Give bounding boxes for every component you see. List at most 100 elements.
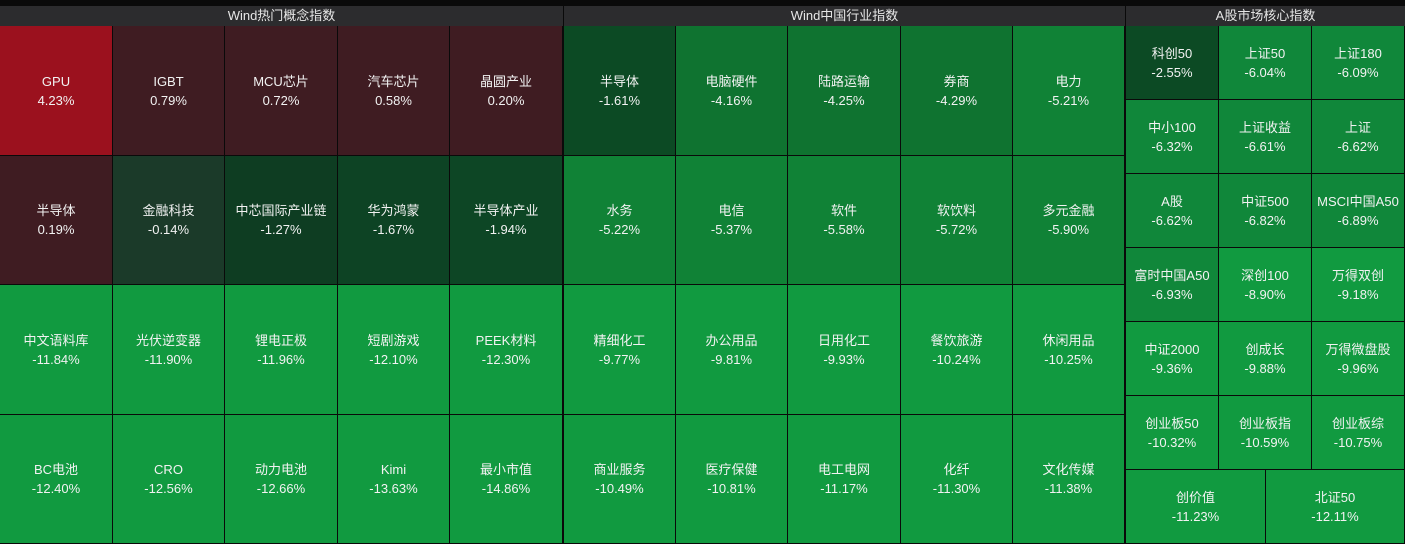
heatmap-tile[interactable]: 商业服务 -10.49%	[564, 415, 676, 544]
heatmap-tile[interactable]: 休闲用品 -10.25%	[1013, 285, 1125, 415]
tile-name: 汽车芯片	[367, 73, 420, 89]
tile-change-pct: -6.09%	[1337, 64, 1379, 80]
tile-name: 创价值	[1175, 489, 1215, 505]
heatmap-tile[interactable]: 动力电池 -12.66%	[225, 415, 338, 544]
heatmap-tile[interactable]: 多元金融 -5.90%	[1013, 156, 1125, 285]
heatmap-tile[interactable]: 中芯国际产业链 -1.27%	[225, 156, 338, 285]
heatmap-tile[interactable]: 北证50 -12.11%	[1266, 470, 1405, 544]
heatmap-tile[interactable]: 陆路运输 -4.25%	[788, 26, 901, 156]
heatmap-tile[interactable]: 精细化工 -9.77%	[564, 285, 676, 415]
tile-name: 短剧游戏	[367, 332, 420, 348]
tile-name: 光伏逆变器	[135, 332, 201, 348]
heatmap-tile[interactable]: 上证收益 -6.61%	[1219, 100, 1312, 174]
heatmap-tile[interactable]: 光伏逆变器 -11.90%	[113, 285, 225, 415]
tile-name: 创业板50	[1145, 415, 1199, 431]
heatmap-tile[interactable]: 办公用品 -9.81%	[676, 285, 788, 415]
tile-change-pct: -12.30%	[481, 351, 531, 367]
heatmap-tile[interactable]: MSCI中国A50 -6.89%	[1312, 174, 1405, 248]
tile-change-pct: -1.27%	[260, 222, 302, 237]
heatmap-tile[interactable]: BC电池 -12.40%	[0, 415, 113, 544]
heatmap-tile[interactable]: 上证 -6.62%	[1312, 100, 1405, 174]
heatmap-tile[interactable]: 创业板综 -10.75%	[1312, 396, 1405, 470]
panel-wind-industry: Wind中国行业指数 半导体 -1.61% 电脑硬件 -4.16% 陆路运输 -4.25%…	[564, 0, 1125, 544]
tile-name: 中芯国际产业链	[235, 203, 327, 218]
tile-name: 日用化工	[817, 332, 870, 348]
tile-name: 软饮料	[936, 203, 976, 218]
heatmap-tile[interactable]: IGBT 0.79%	[113, 26, 225, 156]
heatmap-tile[interactable]: 万得微盘股 -9.96%	[1312, 322, 1405, 396]
heatmap-tile[interactable]: 电力 -5.21%	[1013, 26, 1125, 156]
tile-change-pct: -6.62%	[1337, 138, 1379, 154]
tile-change-pct: 4.23%	[37, 92, 75, 108]
tile-name: 文化传媒	[1042, 462, 1095, 477]
heatmap-tile[interactable]: 创成长 -9.88%	[1219, 322, 1312, 396]
heatmap-tile[interactable]: 券商 -4.29%	[901, 26, 1013, 156]
tile-change-pct: -9.77%	[598, 351, 641, 367]
tile-name: IGBT	[153, 73, 184, 89]
heatmap-tile[interactable]: 创业板指 -10.59%	[1219, 396, 1312, 470]
tile-change-pct: -5.21%	[1047, 92, 1090, 108]
heatmap-tile[interactable]: 华为鸿蒙 -1.67%	[338, 156, 450, 285]
heatmap-tile[interactable]: 深创100 -8.90%	[1219, 248, 1312, 322]
heatmap-tile[interactable]: 上证180 -6.09%	[1312, 26, 1405, 100]
tile-change-pct: -10.81%	[707, 481, 756, 496]
heatmap-tile[interactable]: 创价值 -11.23%	[1126, 470, 1266, 544]
heatmap-tile[interactable]: 创业板50 -10.32%	[1126, 396, 1219, 470]
heatmap-tile[interactable]: 文化传媒 -11.38%	[1013, 415, 1125, 544]
heatmap-tile[interactable]: 半导体 0.19%	[0, 156, 113, 285]
tile-name: 万得双创	[1331, 267, 1384, 283]
heatmap-tile[interactable]: 万得双创 -9.18%	[1312, 248, 1405, 322]
heatmap-tile[interactable]: 电脑硬件 -4.16%	[676, 26, 788, 156]
heatmap-tile[interactable]: 半导体 -1.61%	[564, 26, 676, 156]
heatmap-tile[interactable]: 水务 -5.22%	[564, 156, 676, 285]
heatmap-tile[interactable]: 电信 -5.37%	[676, 156, 788, 285]
heatmap-tile[interactable]: MCU芯片 0.72%	[225, 26, 338, 156]
tile-change-pct: -9.36%	[1151, 360, 1193, 376]
heatmap-tile[interactable]: 中文语料库 -11.84%	[0, 285, 113, 415]
heatmap-tile[interactable]: 富时中国A50 -6.93%	[1126, 248, 1219, 322]
tile-name: 深创100	[1241, 267, 1289, 283]
heatmap-tile[interactable]: CRO -12.56%	[113, 415, 225, 544]
tile-name: 万得微盘股	[1325, 341, 1391, 357]
heatmap-tile[interactable]: 汽车芯片 0.58%	[338, 26, 450, 156]
tile-name: A股	[1161, 193, 1183, 209]
heatmap-tile[interactable]: 短剧游戏 -12.10%	[338, 285, 450, 415]
tile-name: 创业板综	[1331, 415, 1384, 431]
heatmap-tile[interactable]: 日用化工 -9.93%	[788, 285, 901, 415]
heatmap-tile[interactable]: GPU 4.23%	[0, 26, 113, 156]
tile-name: 办公用品	[705, 332, 758, 348]
heatmap-tile[interactable]: 半导体产业 -1.94%	[450, 156, 563, 285]
tile-change-pct: -5.37%	[710, 222, 753, 237]
heatmap-tile[interactable]: 中小100 -6.32%	[1126, 100, 1219, 174]
tile-name: 化纤	[943, 462, 970, 477]
tile-name: 晶圆产业	[479, 73, 532, 89]
heatmap-tile[interactable]: 金融科技 -0.14%	[113, 156, 225, 285]
heatmap-tile[interactable]: 最小市值 -14.86%	[450, 415, 563, 544]
tile-name: 中小100	[1148, 119, 1196, 135]
heatmap-tile[interactable]: 中证500 -6.82%	[1219, 174, 1312, 248]
tile-name: 餐饮旅游	[930, 332, 983, 348]
heatmap-tile[interactable]: 化纤 -11.30%	[901, 415, 1013, 544]
tile-change-pct: -9.96%	[1337, 360, 1379, 376]
heatmap-tile[interactable]: 晶圆产业 0.20%	[450, 26, 563, 156]
heatmap-tile[interactable]: 上证50 -6.04%	[1219, 26, 1312, 100]
heatmap-tile[interactable]: A股 -6.62%	[1126, 174, 1219, 248]
heatmap-tile[interactable]: 医疗保健 -10.81%	[676, 415, 788, 544]
heatmap-tile[interactable]: PEEK材料 -12.30%	[450, 285, 563, 415]
heatmap-tile[interactable]: Kimi -13.63%	[338, 415, 450, 544]
tile-change-pct: -12.10%	[369, 351, 418, 367]
heatmap-tile[interactable]: 中证2000 -9.36%	[1126, 322, 1219, 396]
heatmap-tile[interactable]: 软饮料 -5.72%	[901, 156, 1013, 285]
heatmap-tile[interactable]: 锂电正极 -11.96%	[225, 285, 338, 415]
heatmap-tile[interactable]: 科创50 -2.55%	[1126, 26, 1219, 100]
tile-name: 商业服务	[593, 462, 646, 477]
heatmap-tile[interactable]: 软件 -5.58%	[788, 156, 901, 285]
heatmap-tile[interactable]: 电工电网 -11.17%	[788, 415, 901, 544]
heatmap-tile[interactable]: 餐饮旅游 -10.24%	[901, 285, 1013, 415]
tile-name: 北证50	[1314, 489, 1356, 505]
tile-name: 上证	[1344, 119, 1371, 135]
tile-name: 上证180	[1334, 45, 1382, 61]
tile-change-pct: -11.90%	[144, 351, 193, 367]
tile-change-pct: -12.40%	[31, 481, 81, 496]
tile-name: 动力电池	[254, 462, 307, 477]
